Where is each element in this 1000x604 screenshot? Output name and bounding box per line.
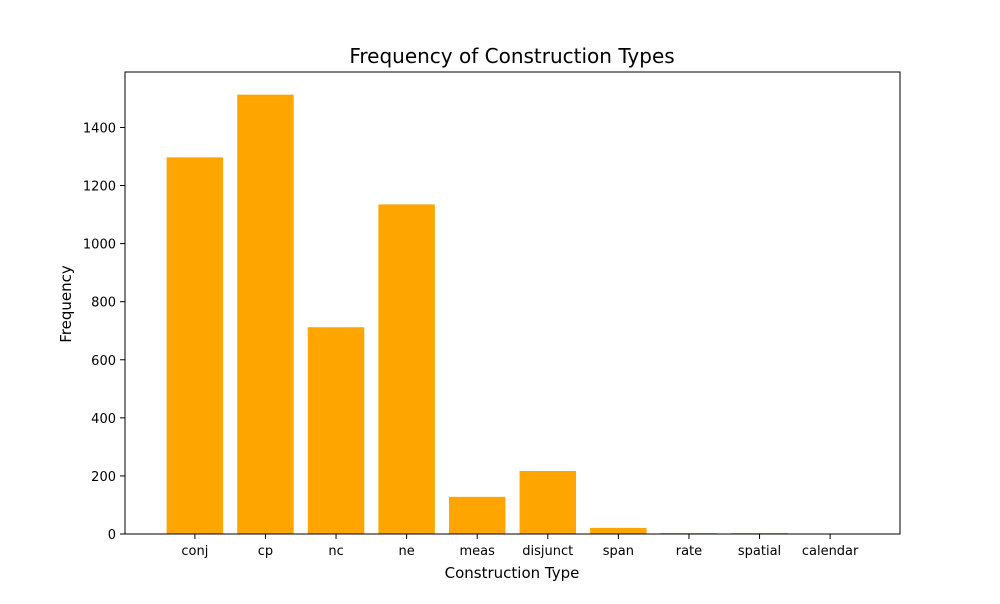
x-tick-label: ne bbox=[399, 544, 415, 559]
bar-cp bbox=[237, 95, 293, 534]
bar-nc bbox=[308, 327, 364, 534]
y-tick-label: 1000 bbox=[83, 238, 116, 253]
bar-conj bbox=[167, 157, 223, 534]
x-tick-label: spatial bbox=[738, 544, 781, 559]
x-axis-ticks: conj cp nc ne meas disjunct span rate spatial cal… bbox=[181, 534, 859, 559]
chart-title: Frequency of Construction Types bbox=[349, 44, 674, 68]
x-tick-label: rate bbox=[676, 544, 702, 559]
y-tick-label: 1200 bbox=[83, 180, 116, 195]
x-tick-label: conj bbox=[181, 544, 208, 559]
bar-ne bbox=[378, 204, 434, 534]
x-tick-label: disjunct bbox=[522, 544, 573, 559]
y-tick-label: 1400 bbox=[83, 121, 116, 136]
y-tick-label: 600 bbox=[91, 354, 116, 369]
y-tick-label: 400 bbox=[91, 412, 116, 427]
x-tick-label: calendar bbox=[802, 544, 859, 559]
bar-span bbox=[590, 528, 646, 534]
y-tick-label: 0 bbox=[108, 528, 116, 543]
y-tick-label: 200 bbox=[91, 470, 116, 485]
x-tick-label: cp bbox=[258, 544, 273, 559]
y-axis-label: Frequency bbox=[57, 265, 75, 343]
y-axis-ticks: 0 200 400 600 800 1000 1200 1400 bbox=[83, 121, 125, 543]
y-tick-label: 800 bbox=[91, 296, 116, 311]
x-axis-label: Construction Type bbox=[445, 564, 580, 582]
x-tick-label: meas bbox=[460, 544, 496, 559]
bar-meas bbox=[449, 497, 505, 534]
x-tick-label: span bbox=[603, 544, 634, 559]
bars-group bbox=[167, 95, 859, 534]
x-tick-label: nc bbox=[328, 544, 343, 559]
bar-disjunct bbox=[520, 471, 576, 534]
